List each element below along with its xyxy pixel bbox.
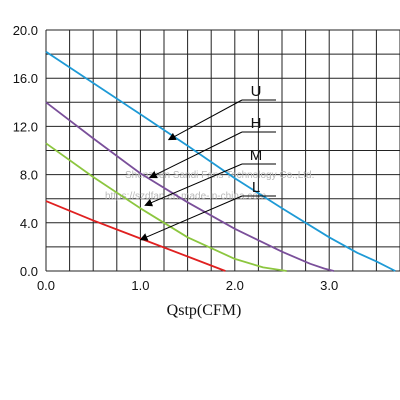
y-tick-label: 4.0 bbox=[20, 216, 38, 231]
y-tick-label: 0.0 bbox=[20, 264, 38, 279]
x-tick-label: 3.0 bbox=[320, 278, 338, 293]
watermark-line-1: Shenzhen Sandi Fans Technology Co.,Ltd. bbox=[125, 170, 314, 181]
label-arrow-U bbox=[167, 99, 243, 141]
tick-labels: 0.0 4.0 8.0 12.0 16.0 20.0 0.0 1.0 2.0 3.0 bbox=[13, 23, 339, 293]
curve-label-M: M bbox=[250, 147, 263, 164]
series-line-U bbox=[45, 50, 396, 272]
series-line-M bbox=[45, 142, 287, 272]
y-tick-label: 16.0 bbox=[13, 71, 38, 86]
series-line-H bbox=[45, 101, 335, 272]
x-tick-label: 0.0 bbox=[37, 278, 55, 293]
label-arrow-L bbox=[139, 195, 243, 241]
x-axis-title: Qstp(CFM) bbox=[167, 302, 242, 319]
y-tick-label: 12.0 bbox=[13, 119, 38, 134]
label-arrow-M bbox=[144, 163, 243, 207]
series-line-L bbox=[45, 200, 226, 272]
x-tick-label: 1.0 bbox=[131, 278, 149, 293]
y-tick-label: 8.0 bbox=[20, 168, 38, 183]
curve-label-H: H bbox=[251, 115, 262, 132]
curve-label-L: L bbox=[252, 179, 260, 196]
y-tick-label: 20.0 bbox=[13, 23, 38, 38]
grid bbox=[45, 29, 400, 272]
label-arrow-H bbox=[148, 131, 243, 179]
watermark-line-2: https://szdfan.en.made-in-china.com bbox=[105, 191, 266, 202]
x-tick-label: 2.0 bbox=[226, 278, 244, 293]
series-lines bbox=[45, 50, 396, 272]
watermark: Shenzhen Sandi Fans Technology Co.,Ltd. … bbox=[105, 170, 314, 202]
curve-label-U: U bbox=[251, 83, 262, 100]
